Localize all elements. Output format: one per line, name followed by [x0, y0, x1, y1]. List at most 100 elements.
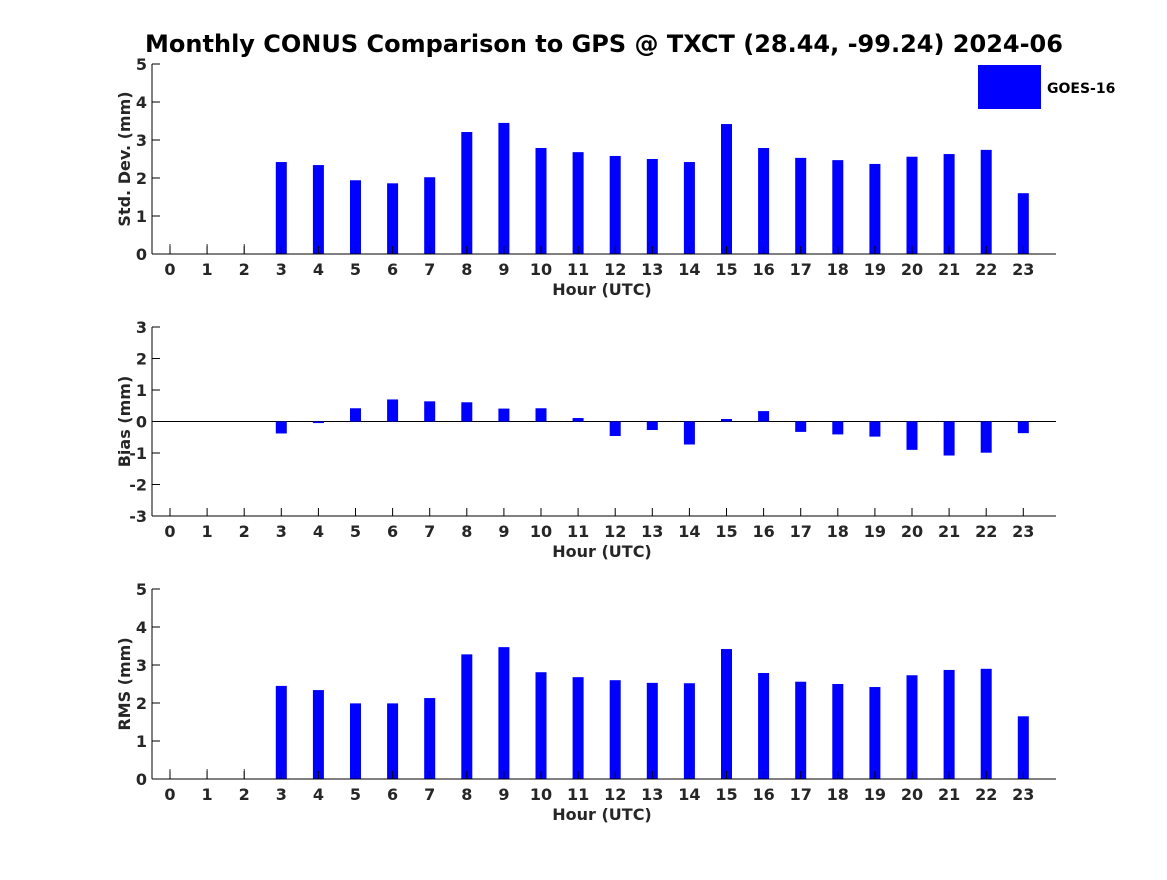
bar-stddev-hour-12 [609, 155, 621, 254]
bar-rms-hour-21 [943, 669, 955, 779]
bar-rms-hour-19 [869, 687, 881, 779]
x-tick-label: 15 [715, 522, 737, 541]
x-tick-label: 11 [567, 522, 589, 541]
y-tick-label: 3 [136, 656, 147, 675]
bar-rms-hour-15 [721, 649, 732, 779]
x-tick-label: 16 [752, 260, 774, 279]
x-tick-label: 23 [1012, 522, 1034, 541]
bar-rms-hour-9 [498, 647, 510, 779]
x-tick-label: 6 [387, 522, 398, 541]
bar-rms-hour-8 [461, 654, 473, 779]
bar-stddev-hour-9 [498, 122, 510, 255]
bar-stddev-hour-21 [943, 154, 955, 254]
x-tick-label: 7 [424, 260, 435, 279]
legend-swatch [978, 65, 1041, 109]
bar-bias-hour-7 [424, 401, 436, 422]
x-tick-label: 21 [938, 260, 960, 279]
x-tick-label: 9 [498, 785, 509, 804]
bar-rms-hour-17 [795, 681, 807, 779]
bar-bias-hour-6 [387, 399, 399, 422]
bar-bias-hour-11 [572, 418, 584, 422]
x-tick-label: 4 [313, 522, 324, 541]
bar-rms-hour-12 [609, 680, 621, 779]
x-axis-label: Hour (UTC) [552, 280, 652, 299]
y-axis-label: Std. Dev. (mm) [115, 91, 134, 226]
x-tick-label: 0 [164, 785, 175, 804]
bar-stddev-hour-3 [275, 162, 287, 254]
bar-stddev-hour-10 [535, 147, 547, 254]
y-tick-label: -2 [129, 476, 147, 495]
x-tick-label: 16 [752, 785, 774, 804]
bar-stddev-hour-11 [572, 152, 584, 254]
x-tick-label: 6 [387, 260, 398, 279]
bar-bias-hour-16 [758, 411, 770, 422]
bar-bias-hour-19 [869, 421, 881, 437]
bar-bias-hour-22 [980, 421, 992, 453]
bar-bias-hour-8 [461, 402, 473, 422]
bar-rms-hour-6 [387, 703, 399, 779]
x-tick-label: 1 [202, 260, 213, 279]
x-tick-label: 17 [790, 522, 812, 541]
bar-bias-hour-3 [275, 421, 287, 434]
bar-stddev-hour-13 [646, 159, 658, 254]
x-tick-label: 21 [938, 785, 960, 804]
bar-rms-hour-20 [906, 675, 918, 779]
x-tick-label: 1 [202, 522, 213, 541]
x-tick-label: 14 [678, 522, 700, 541]
x-tick-label: 15 [715, 260, 737, 279]
y-tick-label: 4 [136, 618, 147, 637]
x-tick-label: 20 [901, 785, 923, 804]
x-tick-label: 15 [715, 785, 737, 804]
x-tick-label: 9 [498, 260, 509, 279]
y-tick-label: -1 [129, 444, 147, 463]
y-axis-label: RMS (mm) [115, 637, 134, 730]
x-tick-label: 20 [901, 260, 923, 279]
y-tick-label: 5 [136, 580, 147, 599]
x-tick-label: 3 [276, 522, 287, 541]
bar-bias-hour-4 [312, 421, 324, 424]
x-tick-label: 19 [864, 522, 886, 541]
bar-bias-hour-12 [609, 421, 621, 436]
y-tick-label: 2 [136, 350, 147, 369]
bar-rms-hour-4 [312, 690, 324, 779]
legend: GOES-16 [978, 65, 1115, 109]
x-tick-label: 10 [530, 785, 552, 804]
x-tick-label: 10 [530, 260, 552, 279]
bar-bias-hour-21 [943, 421, 955, 456]
y-tick-label: 3 [136, 131, 147, 150]
bar-stddev-hour-5 [350, 180, 361, 254]
bar-bias-hour-15 [721, 418, 732, 422]
x-tick-label: 22 [975, 785, 997, 804]
x-tick-label: 5 [350, 785, 361, 804]
x-tick-label: 1 [202, 785, 213, 804]
bar-rms-hour-22 [980, 668, 992, 779]
x-tick-label: 20 [901, 522, 923, 541]
bar-bias-hour-18 [832, 421, 844, 435]
y-axis-label: Bias (mm) [115, 376, 134, 468]
bar-rms-hour-7 [424, 698, 436, 779]
x-tick-label: 21 [938, 522, 960, 541]
y-tick-label: 0 [136, 413, 147, 432]
bar-bias-hour-23 [1017, 421, 1029, 434]
x-tick-label: 7 [424, 785, 435, 804]
bar-bias-hour-17 [795, 421, 807, 432]
bar-stddev-hour-16 [758, 147, 770, 254]
bar-bias-hour-14 [683, 421, 695, 445]
bar-stddev-hour-14 [683, 162, 695, 254]
x-tick-label: 0 [164, 522, 175, 541]
x-tick-label: 3 [276, 260, 287, 279]
x-tick-label: 14 [678, 785, 700, 804]
bar-rms-hour-3 [275, 685, 287, 779]
bar-bias-hour-20 [906, 421, 918, 450]
x-tick-label: 22 [975, 522, 997, 541]
y-tick-label: 0 [136, 770, 147, 789]
x-tick-label: 9 [498, 522, 509, 541]
bar-stddev-hour-6 [387, 183, 399, 254]
x-tick-label: 10 [530, 522, 552, 541]
x-tick-label: 23 [1012, 260, 1034, 279]
